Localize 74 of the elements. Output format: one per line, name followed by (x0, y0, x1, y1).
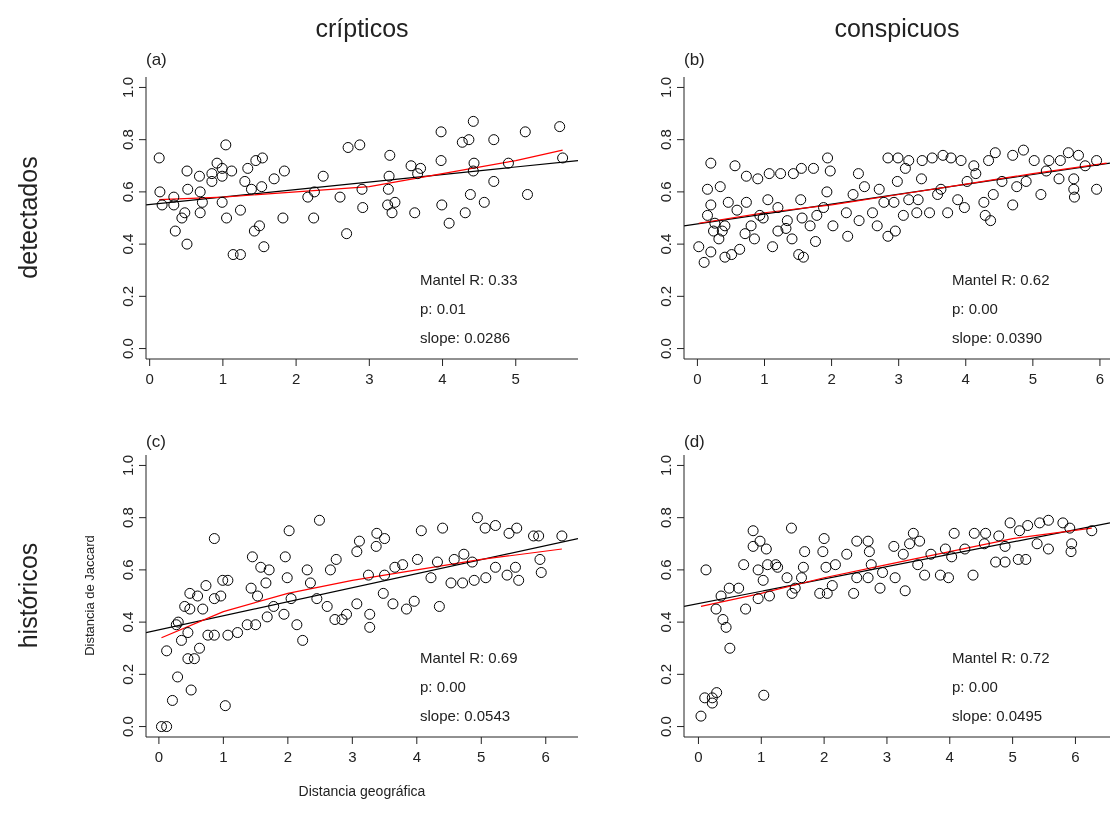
chart-subtitle: (c) (146, 432, 166, 452)
x-tick-label: 6 (1071, 748, 1080, 765)
chart-subtitle: (d) (684, 432, 705, 452)
x-tick-label: 0 (693, 370, 702, 387)
x-tick-label: 5 (1008, 748, 1017, 765)
y-tick-label: 1.0 (657, 455, 674, 476)
annotation: Mantel R: 0.69 (420, 648, 518, 668)
y-tick-label: 0.2 (657, 285, 674, 307)
y-tick-label: 0.8 (657, 507, 674, 529)
x-tick-label: 3 (894, 370, 903, 387)
x-tick-label: 2 (291, 370, 301, 387)
x-tick-label: 6 (1095, 370, 1105, 387)
x-tick-label: 2 (827, 370, 836, 387)
y-tick-label: 0.8 (657, 129, 674, 151)
annotation: p: 0.01 (420, 299, 467, 319)
x-tick-label: 4 (438, 370, 447, 387)
annotation: Mantel R: 0.33 (420, 270, 518, 290)
text: detectados (13, 155, 43, 281)
y-tick-label: 0.6 (657, 181, 674, 203)
annotation: p: 0.00 (952, 299, 999, 319)
line-series (160, 548, 563, 639)
annotation: p: 0.00 (952, 677, 999, 697)
x-tick-label: 1 (218, 370, 228, 387)
y-tick-label: 0.4 (119, 611, 136, 633)
y-tick-label: 0.4 (657, 611, 674, 633)
x-tick-label: 4 (961, 370, 970, 387)
y-tick-label: 0.2 (119, 285, 136, 307)
y-tick-label: 1.0 (119, 455, 136, 476)
chart-title: conspicuos (833, 14, 961, 43)
annotation: slope: 0.0495 (952, 706, 1044, 726)
annotation: slope: 0.0286 (420, 328, 512, 348)
y-tick-label: 0.0 (119, 716, 136, 737)
x-tick-label: 0 (694, 748, 703, 765)
x-tick-label: 3 (365, 370, 374, 387)
x-tick-label: 0 (154, 748, 164, 765)
x-tick-label: 1 (219, 748, 228, 765)
chart-title: crípticos (314, 14, 410, 43)
y-tick-label: 0.2 (657, 663, 674, 685)
y-axis-title: Distancia de Jaccard (81, 534, 97, 658)
y-tick-label: 0.0 (119, 338, 136, 359)
y-tick-label: 1.0 (119, 77, 136, 98)
x-tick-label: 3 (348, 748, 357, 765)
y-tick-label: 0.8 (119, 129, 136, 151)
y-tick-label: 0.0 (657, 716, 674, 737)
x-tick-label: 0 (145, 370, 154, 387)
annotation: slope: 0.0390 (952, 328, 1044, 348)
chart-subtitle: (b) (684, 50, 705, 70)
x-tick-label: 4 (412, 748, 421, 765)
x-tick-label: 1 (757, 748, 766, 765)
x-tick-label: 5 (477, 748, 486, 765)
annotation: p: 0.00 (420, 677, 467, 697)
y-tick-label: 0.0 (657, 338, 674, 359)
x-tick-label: 6 (541, 748, 550, 765)
y-tick-label: 0.6 (119, 181, 136, 203)
chart-subtitle: (a) (146, 50, 167, 70)
x-tick-label: 1 (760, 370, 769, 387)
y-tick-label: 1.0 (657, 77, 674, 98)
x-tick-label: 3 (882, 748, 892, 765)
x-axis-title: Distancia geográfica (297, 783, 427, 799)
x-tick-label: 2 (819, 748, 829, 765)
y-tick-label: 0.8 (119, 507, 136, 529)
x-tick-label: 5 (1028, 370, 1038, 387)
x-tick-label: 4 (945, 748, 954, 765)
y-tick-label: 0.4 (657, 233, 674, 255)
y-tick-label: 0.2 (119, 663, 136, 685)
annotation: Mantel R: 0.62 (952, 270, 1050, 290)
annotation: slope: 0.0543 (420, 706, 512, 726)
x-tick-label: 5 (511, 370, 520, 387)
y-tick-label: 0.4 (119, 233, 136, 255)
y-tick-label: 0.6 (657, 559, 674, 581)
annotation: Mantel R: 0.72 (952, 648, 1050, 668)
x-tick-label: 2 (283, 748, 293, 765)
y-tick-label: 0.6 (119, 559, 136, 581)
text: históricos (13, 541, 43, 651)
